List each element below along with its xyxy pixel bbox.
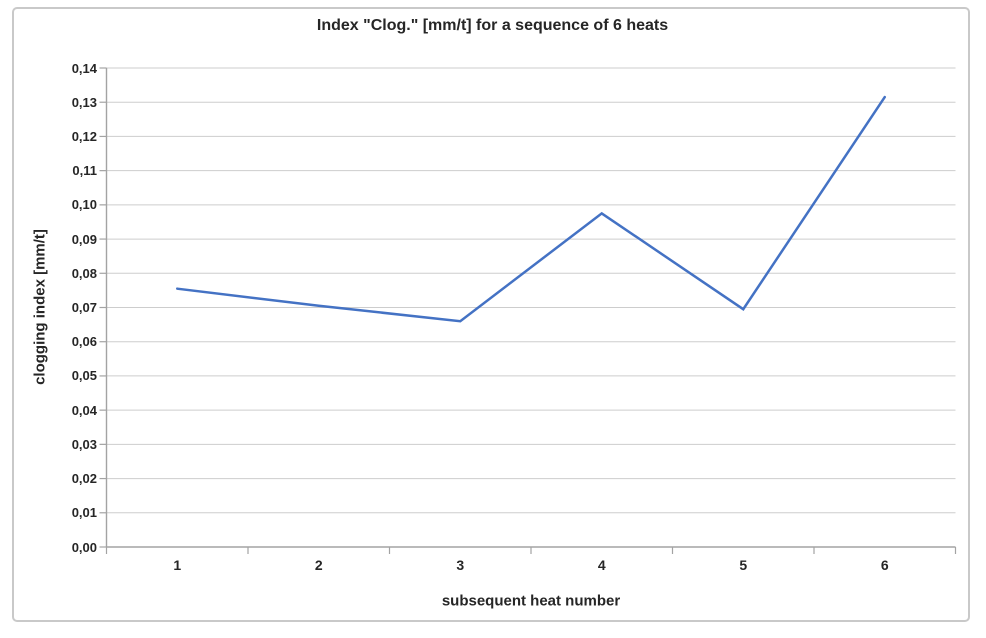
y-tick-label: 0,12 <box>71 128 97 144</box>
y-tick-label: 0,03 <box>71 436 97 452</box>
y-tick-label: 0,02 <box>71 471 97 487</box>
chart-frame <box>12 7 970 622</box>
y-tick-label: 0,00 <box>71 539 97 555</box>
x-tick-label: 6 <box>880 557 889 573</box>
y-tick-label: 0,14 <box>71 60 97 76</box>
x-tick-label: 3 <box>456 557 465 573</box>
y-tick-label: 0,07 <box>71 300 97 315</box>
x-tick-label: 4 <box>597 557 606 573</box>
y-tick-label: 0,10 <box>71 197 97 213</box>
y-tick-label: 0,08 <box>71 265 97 281</box>
y-tick-label: 0,04 <box>71 402 97 418</box>
y-tick-label: 0,06 <box>71 334 97 350</box>
y-tick-label: 0,09 <box>71 231 97 247</box>
x-tick-label: 2 <box>314 557 323 573</box>
y-tick-label: 0,01 <box>71 505 97 521</box>
y-tick-label: 0,13 <box>71 94 97 110</box>
y-tick-label: 0,11 <box>72 163 97 179</box>
x-tick-label: 5 <box>739 557 748 573</box>
x-tick-label: 1 <box>173 557 182 573</box>
y-tick-label: 0,05 <box>71 368 97 384</box>
x-axis-title: subsequent heat number <box>441 592 621 610</box>
chart-title: Index "Clog." [mm/t] for a sequence of 6… <box>316 17 669 34</box>
data-series-line <box>176 95 886 323</box>
